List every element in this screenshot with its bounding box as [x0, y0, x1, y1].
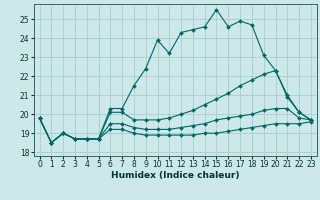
X-axis label: Humidex (Indice chaleur): Humidex (Indice chaleur)	[111, 171, 239, 180]
